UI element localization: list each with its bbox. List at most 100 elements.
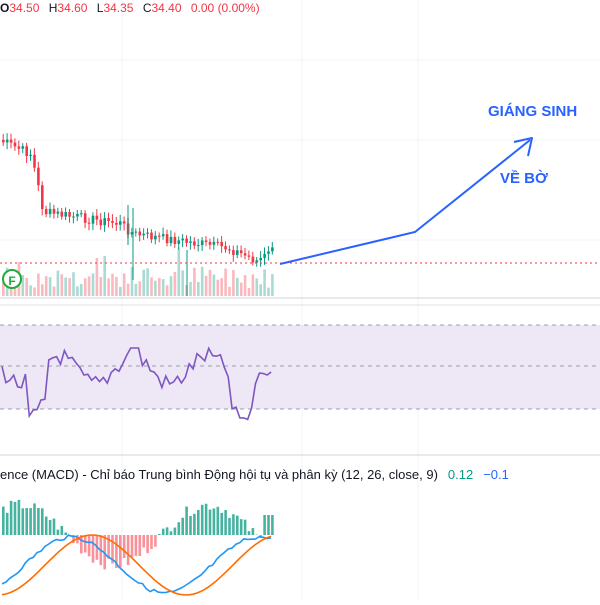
macd-histogram-bar — [193, 514, 196, 535]
macd-histogram-bar — [10, 501, 13, 535]
candle-body — [197, 245, 200, 246]
macd-legend-title: ence (MACD) - Chỉ báo Trung bình Động hộ… — [0, 467, 438, 482]
macd-histogram-bar — [146, 535, 149, 553]
volume-bar — [205, 276, 208, 296]
volume-bar — [72, 272, 75, 296]
macd-histogram-bar — [228, 518, 231, 535]
macd-histogram-bar — [232, 514, 235, 535]
macd-histogram-bar — [135, 535, 138, 556]
volume-bar — [236, 278, 239, 296]
macd-histogram-bar — [33, 503, 36, 535]
macd-histogram-bar — [213, 508, 216, 535]
volume-bar — [33, 287, 36, 296]
volume-bar — [228, 287, 231, 296]
macd-histogram-bar — [53, 519, 56, 535]
candle-body — [25, 146, 28, 156]
annotation-mid-text[interactable]: VỀ BỜ — [500, 170, 548, 187]
candle-body — [135, 232, 138, 233]
macd-histogram-bar — [263, 515, 266, 535]
candle-body — [166, 234, 169, 243]
macd-histogram-bar — [2, 507, 5, 535]
candle-body — [139, 232, 142, 236]
macd-value-a: 0.12 — [448, 467, 473, 482]
macd-histogram-bar — [166, 527, 169, 535]
macd-histogram-bar — [57, 530, 60, 535]
volume-bar — [142, 270, 145, 296]
macd-histogram-bar — [162, 529, 165, 535]
macd-histogram-bar — [127, 535, 130, 565]
macd-histogram-bar — [217, 507, 220, 535]
high-value: 34.60 — [57, 1, 87, 15]
macd-histogram-bar — [201, 505, 204, 535]
candle-body — [45, 209, 48, 214]
open-value: 34.50 — [9, 1, 39, 15]
candle-body — [158, 236, 161, 237]
volume-bar — [252, 274, 255, 296]
volume-bar — [115, 277, 118, 296]
candle-body — [213, 242, 216, 245]
macd-histogram-bar — [271, 515, 274, 535]
volume-bar — [181, 270, 184, 296]
volume-bar — [232, 270, 235, 296]
financial-event-badge[interactable]: F — [2, 269, 22, 289]
volume-bar — [61, 274, 64, 296]
volume-bar — [41, 284, 44, 296]
candle-body — [29, 155, 32, 156]
macd-histogram-bar — [84, 535, 87, 553]
macd-legend: ence (MACD) - Chỉ báo Trung bình Động hộ… — [0, 466, 509, 484]
candle-body — [252, 257, 255, 263]
macd-histogram-bar — [154, 535, 157, 547]
volume-bar — [170, 276, 173, 296]
volume-bar — [37, 273, 40, 296]
macd-pane[interactable] — [2, 500, 274, 595]
volume-bar — [103, 256, 106, 296]
macd-histogram-bar — [25, 508, 28, 535]
candle-body — [146, 233, 149, 234]
macd-histogram-bar — [37, 508, 40, 535]
macd-histogram-bar — [88, 535, 91, 556]
candle-body — [193, 241, 196, 245]
macd-histogram-bar — [174, 528, 177, 535]
trend-drawing[interactable] — [280, 138, 532, 264]
candle-body — [84, 213, 87, 222]
macd-histogram-bar — [189, 516, 192, 535]
volume-bar — [154, 281, 157, 296]
candle-body — [170, 237, 173, 243]
candle-body — [100, 220, 103, 226]
volume-bar — [158, 278, 161, 296]
volume-bar — [80, 284, 83, 296]
candle-body — [236, 250, 239, 255]
candle-body — [119, 221, 122, 224]
macd-histogram-bar — [64, 532, 67, 535]
macd-histogram-bar — [41, 508, 44, 535]
macd-histogram-bar — [22, 508, 25, 535]
macd-histogram-bar — [240, 519, 243, 535]
volume-bar — [92, 273, 95, 296]
macd-histogram-bar — [119, 535, 122, 568]
volume-bar — [76, 286, 79, 296]
candle-body — [178, 240, 181, 244]
macd-histogram-bar — [158, 534, 161, 535]
close-value: 34.40 — [152, 1, 182, 15]
rsi-band — [0, 325, 600, 409]
macd-histogram-bar — [29, 508, 32, 535]
macd-histogram-bar — [248, 531, 251, 535]
volume-bar — [178, 248, 181, 296]
macd-histogram-bar — [252, 528, 255, 535]
volume-bar — [146, 268, 149, 296]
volume-bar — [174, 272, 177, 296]
macd-histogram-bar — [92, 535, 95, 563]
candle-body — [68, 212, 71, 217]
rsi-pane[interactable] — [0, 325, 600, 419]
candle-body — [53, 209, 56, 214]
macd-histogram-bar — [178, 522, 181, 535]
annotation-target-text[interactable]: GIÁNG SINH — [488, 103, 577, 120]
candle-body — [244, 253, 247, 255]
macd-histogram-bar — [142, 535, 145, 548]
volume-bar — [139, 281, 142, 296]
candle-body — [37, 168, 40, 186]
candle-body — [96, 216, 99, 220]
